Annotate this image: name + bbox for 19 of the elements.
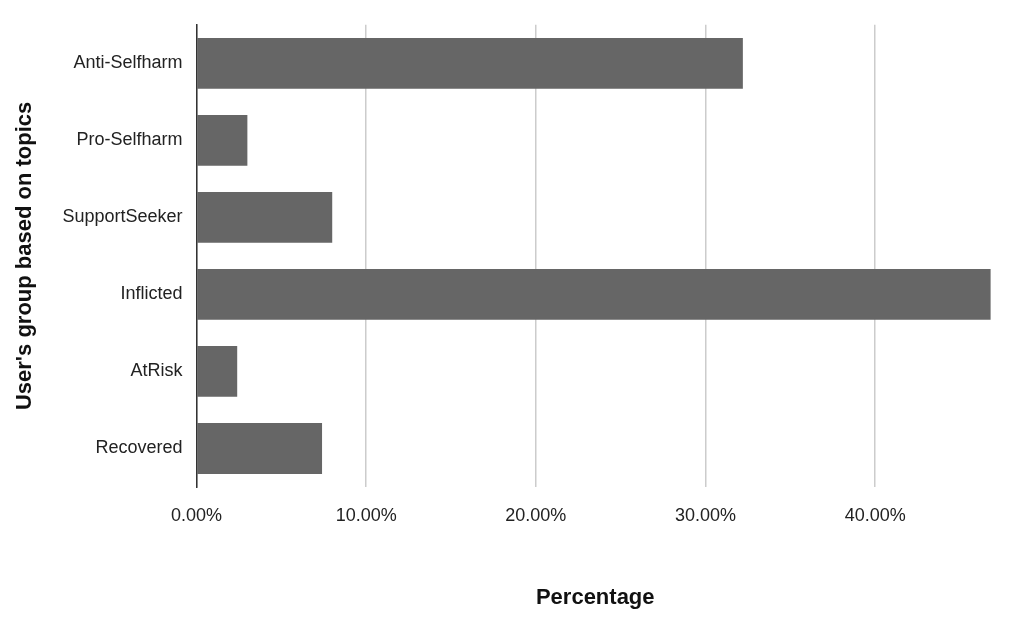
y-tick-label: AtRisk [130, 360, 184, 381]
y-tick-label: SupportSeeker [62, 206, 183, 227]
x-axis-title: Percentage [535, 583, 655, 609]
bar [197, 191, 333, 243]
bar [197, 114, 248, 166]
bar [197, 423, 323, 474]
bar [197, 37, 743, 89]
y-tick-label: Recovered [95, 437, 183, 458]
x-tick-label: 30.00% [675, 504, 737, 525]
y-axis-title: User's group based on topics [11, 101, 37, 411]
bar [197, 346, 238, 397]
x-tick-label: 40.00% [844, 504, 906, 525]
y-tick-label: Inflicted [120, 283, 183, 304]
bar [197, 269, 991, 320]
x-tick-label: 20.00% [505, 504, 567, 525]
y-tick-label: Pro-Selfharm [76, 129, 183, 150]
y-tick-label: Anti-Selfharm [73, 52, 183, 73]
x-tick-label: 10.00% [335, 504, 397, 525]
x-tick-label: 0.00% [170, 504, 222, 525]
